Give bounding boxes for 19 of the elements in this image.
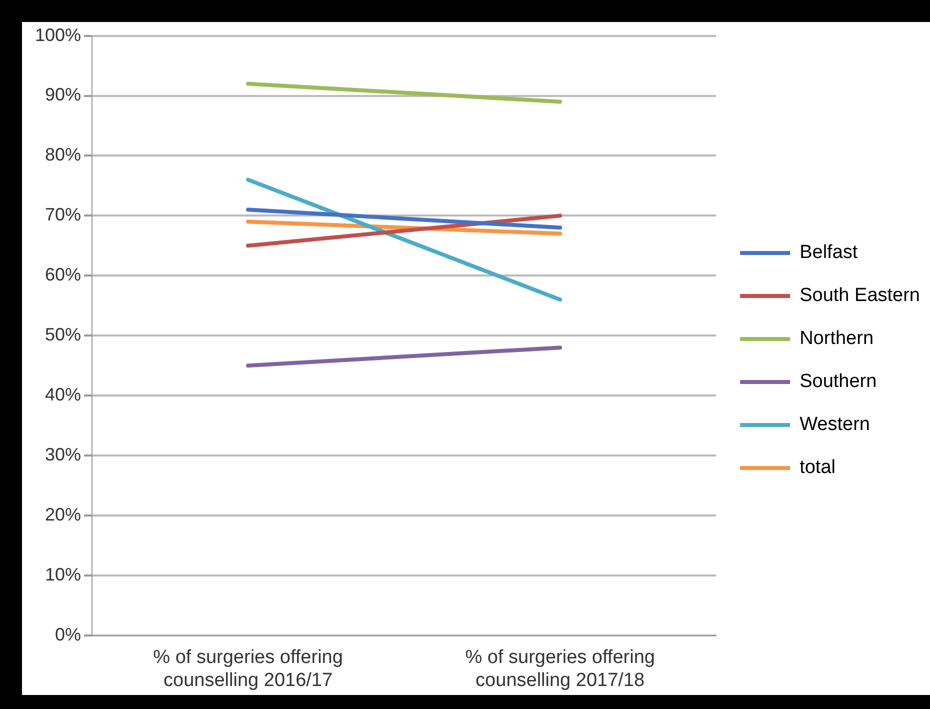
y-tick-label: 100% [34,24,82,45]
x-tick-label: % of surgeries offering counselling 2016/17 [153,647,343,691]
legend-label: Northern [800,328,874,350]
legend-label: Belfast [800,242,858,264]
y-tick-label: 40% [45,384,82,405]
y-tick-label: 60% [45,264,82,285]
legend-label: Southern [800,371,877,392]
legend-label: total [800,457,836,478]
y-tick-label: 90% [45,84,82,105]
y-tick-label: 10% [45,564,82,584]
x-tick-label: % of surgeries offering counselling 2017/18 [465,647,655,691]
y-tick-label: 50% [45,324,82,345]
y-tick-label: 30% [45,444,82,464]
legend-label: South Eastern [800,285,920,306]
legend-label: Western [800,414,870,436]
y-tick-label: 80% [45,144,82,165]
y-tick-label: 20% [45,504,82,524]
y-tick-label: 70% [45,204,82,225]
y-tick-label: 0% [55,624,82,644]
